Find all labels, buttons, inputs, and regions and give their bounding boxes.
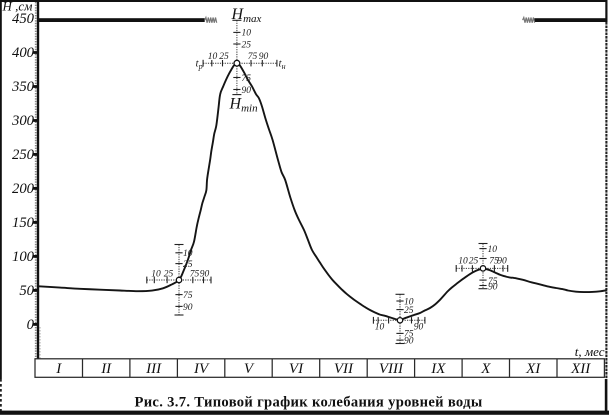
svg-text:10: 10 [375,323,385,333]
svg-text:25: 25 [164,270,174,280]
svg-text:90: 90 [488,283,498,293]
svg-text:IX: IX [430,361,446,377]
svg-text:350: 350 [11,79,35,95]
svg-text:10: 10 [404,297,414,307]
svg-text:XI: XI [525,361,541,377]
svg-text:10: 10 [488,245,498,255]
svg-text:t, мес: t, мес [575,344,605,359]
svg-text:75: 75 [248,52,258,62]
svg-text:10: 10 [458,257,468,267]
svg-text:Рис. 3.7. Типовой график колеб: Рис. 3.7. Типовой график колебания уровн… [134,395,482,411]
svg-text:Н ,см: Н ,см [2,0,33,14]
svg-text:VIII: VIII [379,361,404,377]
svg-text:25: 25 [219,52,229,62]
svg-text:90: 90 [242,86,252,96]
svg-text:III: III [145,361,162,377]
svg-text:90: 90 [200,270,210,280]
svg-text:75: 75 [190,270,200,280]
svg-text:90: 90 [497,257,507,267]
svg-text:IV: IV [193,361,210,377]
svg-text:tр: tр [196,58,203,72]
svg-text:90: 90 [183,303,193,313]
svg-text:25: 25 [469,257,479,267]
svg-text:75: 75 [242,74,252,84]
svg-text:250: 250 [12,147,35,163]
svg-text:10: 10 [208,52,218,62]
svg-text:75: 75 [183,291,193,301]
svg-text:50: 50 [19,283,34,299]
svg-text:200: 200 [12,181,35,197]
svg-text:90: 90 [414,323,424,333]
svg-text:V: V [244,361,255,377]
svg-text:0: 0 [27,317,35,333]
svg-text:VI: VI [289,361,304,377]
svg-text:400: 400 [12,45,35,61]
svg-text:450: 450 [12,11,35,27]
svg-text:75: 75 [489,257,499,267]
svg-text:X: X [480,361,491,377]
svg-text:10: 10 [183,249,193,259]
svg-text:tн: tн [279,58,286,72]
svg-text:75: 75 [404,330,414,340]
svg-text:I: I [55,361,62,377]
svg-text:90: 90 [404,337,414,347]
svg-text:90: 90 [259,52,269,62]
svg-text:25: 25 [183,260,193,270]
svg-text:25: 25 [242,41,252,51]
svg-text:VII: VII [334,361,354,377]
svg-text:XII: XII [570,361,591,377]
svg-text:10: 10 [151,270,161,280]
svg-text:300: 300 [11,113,35,129]
svg-text:10: 10 [242,29,252,39]
svg-text:II: II [100,361,112,377]
svg-text:150: 150 [12,215,35,231]
svg-text:25: 25 [404,306,414,316]
svg-text:75: 75 [488,277,498,287]
svg-text:100: 100 [12,249,35,265]
